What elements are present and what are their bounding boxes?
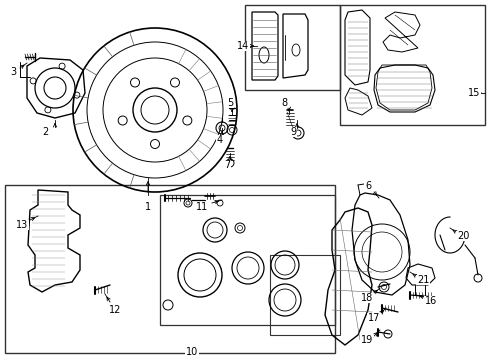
Text: 14: 14: [237, 41, 249, 51]
Text: 13: 13: [16, 220, 28, 230]
Text: 11: 11: [196, 202, 208, 212]
Text: 5: 5: [227, 98, 233, 108]
Text: 7: 7: [224, 160, 230, 170]
Text: 19: 19: [361, 335, 373, 345]
Text: 21: 21: [417, 275, 429, 285]
Text: 8: 8: [281, 98, 287, 108]
Text: 2: 2: [42, 127, 48, 137]
Text: 4: 4: [217, 135, 223, 145]
Text: 3: 3: [10, 67, 16, 77]
Text: 1: 1: [145, 202, 151, 212]
Text: 6: 6: [365, 181, 371, 191]
Bar: [245, 5, 340, 90]
Text: 9: 9: [290, 127, 296, 137]
Text: 18: 18: [361, 293, 373, 303]
Text: 12: 12: [109, 305, 121, 315]
Text: 20: 20: [457, 231, 469, 241]
Text: 16: 16: [425, 296, 437, 306]
Bar: [270, 255, 340, 335]
Bar: [340, 5, 485, 125]
Text: 17: 17: [368, 313, 380, 323]
Bar: [160, 195, 335, 325]
Bar: [5, 185, 335, 353]
Text: 15: 15: [468, 88, 480, 98]
Text: 10: 10: [186, 347, 198, 357]
